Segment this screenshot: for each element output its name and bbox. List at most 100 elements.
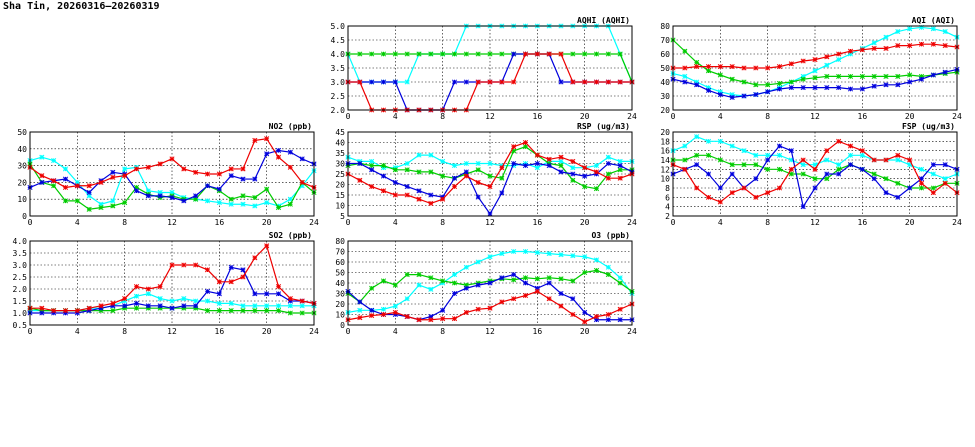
data-point — [428, 275, 434, 281]
data-point — [416, 272, 422, 278]
data-point — [570, 311, 576, 318]
y-tick-label: 3.5 — [331, 64, 346, 73]
data-point — [252, 255, 258, 261]
data-point — [593, 163, 600, 169]
data-point — [930, 72, 936, 78]
data-point — [380, 79, 387, 85]
data-point — [122, 173, 128, 179]
x-tick-label: 8 — [440, 112, 445, 121]
y-tick-label: 10 — [660, 175, 670, 184]
data-point — [871, 176, 877, 182]
data-point — [522, 275, 529, 281]
y-tick-label: 5 — [340, 212, 345, 221]
data-point — [392, 309, 398, 315]
data-point — [240, 201, 246, 207]
data-point — [240, 303, 246, 309]
x-tick-label: 8 — [122, 327, 127, 336]
data-point — [62, 198, 69, 204]
data-point — [895, 180, 901, 186]
data-point — [264, 151, 270, 157]
data-point — [463, 169, 469, 175]
data-point — [86, 305, 92, 311]
data-point — [252, 203, 258, 209]
y-tick-label: 70 — [660, 36, 670, 45]
x-tick-label: 8 — [440, 218, 445, 227]
data-point — [570, 79, 576, 85]
x-tick-label: 12 — [167, 327, 177, 336]
data-point — [487, 173, 493, 179]
y-tick-label: 20 — [335, 181, 345, 190]
data-point — [705, 194, 712, 200]
data-point — [193, 298, 199, 304]
data-point — [776, 152, 783, 158]
chart-title: AQHI (AQHI) — [577, 16, 630, 25]
data-point — [847, 48, 854, 54]
data-point — [216, 308, 222, 314]
data-point — [369, 312, 375, 319]
data-point — [487, 305, 493, 311]
data-point — [765, 89, 771, 95]
x-tick-label: 20 — [580, 112, 590, 121]
chart-title: FSP (ug/m3) — [902, 122, 955, 131]
data-point — [62, 176, 69, 182]
data-point — [51, 178, 57, 184]
x-tick-label: 4 — [393, 218, 398, 227]
data-point — [228, 166, 234, 172]
chart-no2: NO2 (ppb) 0 10 20 30 40 50 0 4 8 12 16 20 24 — [17, 122, 319, 227]
data-point — [859, 166, 865, 172]
y-tick-label: 30 — [335, 290, 345, 299]
data-point — [264, 200, 270, 206]
data-point — [812, 75, 818, 81]
data-point — [511, 272, 517, 278]
y-tick-label: 6 — [665, 193, 670, 202]
data-point — [98, 303, 104, 309]
data-point — [110, 174, 116, 180]
data-point — [157, 193, 163, 199]
data-point — [824, 85, 830, 91]
data-point — [204, 171, 211, 177]
y-tick-label: 0 — [22, 212, 27, 221]
data-point — [451, 280, 458, 286]
data-point — [487, 211, 493, 217]
data-point — [546, 251, 552, 257]
data-point — [145, 303, 151, 309]
data-point — [694, 82, 700, 88]
data-point — [570, 278, 576, 284]
data-point — [741, 79, 747, 85]
plot-frame — [347, 131, 633, 217]
data-point — [86, 189, 92, 196]
data-point — [682, 48, 688, 54]
x-tick-label: 16 — [215, 327, 225, 336]
data-point — [836, 51, 842, 57]
x-tick-label: 24 — [952, 218, 962, 227]
data-point — [776, 86, 783, 92]
data-point — [883, 176, 889, 182]
data-point — [558, 79, 564, 85]
y-tick-label: 16 — [660, 147, 670, 156]
data-point — [534, 152, 540, 158]
data-point — [907, 79, 913, 85]
data-point — [617, 163, 623, 169]
x-tick-label: 8 — [122, 218, 127, 227]
data-point — [404, 167, 410, 173]
data-point — [558, 303, 564, 309]
data-point — [871, 73, 877, 79]
data-point — [428, 286, 434, 292]
data-point — [682, 65, 688, 71]
data-point — [776, 80, 783, 86]
data-point — [534, 276, 540, 282]
data-point — [475, 167, 481, 173]
data-point — [110, 198, 116, 204]
data-point — [404, 192, 410, 198]
data-point — [694, 185, 700, 191]
data-point — [705, 171, 712, 177]
data-point — [930, 41, 936, 47]
page-title: Sha Tin, 20260316–20260319 — [3, 1, 160, 12]
data-point — [122, 296, 128, 302]
data-point — [62, 166, 69, 172]
plot-frame — [347, 240, 633, 326]
data-point — [800, 85, 806, 91]
data-point — [487, 184, 493, 190]
y-tick-label: 30 — [335, 160, 345, 169]
data-point — [416, 152, 422, 158]
